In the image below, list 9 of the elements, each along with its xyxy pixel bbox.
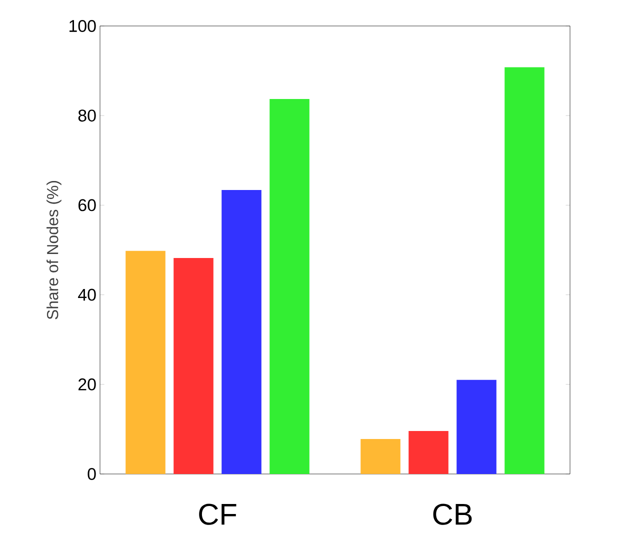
y-tick-label: 100 bbox=[70, 20, 96, 32]
y-tick-label: 80 bbox=[78, 110, 96, 122]
x-tick-label: CB bbox=[433, 504, 472, 525]
y-tick-label: 0 bbox=[88, 468, 96, 480]
y-tick-label: 20 bbox=[78, 378, 96, 390]
y-tick-label: 40 bbox=[78, 288, 96, 301]
y-axis-title: Share of Nodes (%) bbox=[46, 181, 62, 320]
y-tick-label: 60 bbox=[78, 199, 96, 212]
x-tick-label: CF bbox=[199, 504, 236, 525]
